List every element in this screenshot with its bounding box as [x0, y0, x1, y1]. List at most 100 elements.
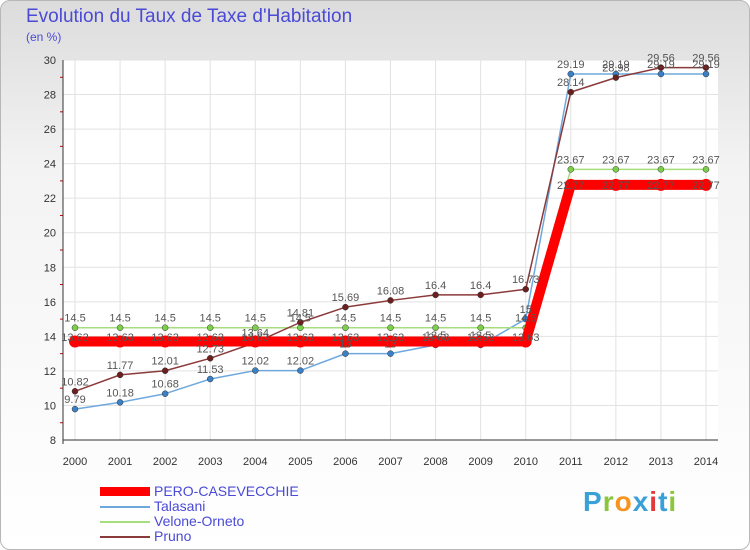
legend-item: Velone-Orneto [100, 514, 299, 529]
data-point [206, 324, 214, 331]
data-label: 10.82 [61, 376, 89, 388]
data-point [159, 335, 172, 348]
logo-letter: P [583, 486, 603, 517]
y-tick-label: 12 [44, 366, 56, 378]
data-label: 29.56 [692, 53, 720, 65]
data-point [564, 178, 577, 191]
data-point [702, 166, 710, 173]
data-label: 16.4 [470, 280, 491, 292]
data-point [206, 375, 214, 383]
data-label: 16.08 [377, 285, 405, 297]
data-point [116, 371, 124, 379]
data-point [161, 367, 169, 374]
data-label: 23.67 [692, 154, 720, 166]
data-label: 13.63 [196, 332, 224, 344]
chart-subtitle: (en %) [26, 30, 62, 44]
data-label: 12.02 [242, 356, 270, 368]
legend-swatch [100, 505, 150, 508]
data-point [387, 297, 394, 304]
data-label: 13.63 [242, 332, 270, 344]
data-point [297, 319, 304, 326]
data-point [204, 335, 217, 348]
data-label: 14.5 [200, 313, 221, 325]
data-point [567, 88, 575, 96]
data-label: 23.67 [557, 154, 585, 166]
logo-letter: i [668, 486, 678, 517]
x-tick-label: 2014 [694, 456, 718, 468]
data-point [342, 350, 349, 357]
data-point [161, 324, 169, 331]
data-label: 29.56 [647, 53, 675, 65]
y-tick-label: 8 [50, 435, 56, 447]
data-point [387, 324, 394, 331]
y-tick-label: 18 [44, 262, 56, 274]
x-tick-label: 2011 [559, 456, 583, 468]
legend-item: PERO-CASEVECCHIE [100, 484, 299, 499]
data-label: 13.63 [332, 332, 360, 344]
data-point [71, 324, 79, 331]
data-label: 14.5 [470, 313, 491, 325]
data-point [114, 335, 127, 348]
data-label: 29.19 [557, 59, 585, 71]
data-label: 13.5 [470, 330, 491, 342]
x-tick-label: 2012 [604, 456, 628, 468]
data-label: 23.67 [602, 154, 630, 166]
data-label: 22.77 [557, 180, 585, 192]
legend-item: Talasani [100, 499, 299, 514]
y-tick-label: 22 [44, 193, 56, 205]
data-point [432, 291, 439, 299]
data-label: 28.14 [557, 77, 585, 89]
x-tick-label: 2008 [423, 456, 447, 468]
y-tick-label: 30 [44, 55, 56, 67]
data-point [702, 70, 710, 78]
data-label: 13.63 [377, 332, 405, 344]
data-point [116, 324, 124, 331]
data-point [297, 324, 304, 331]
logo-letter: x [632, 486, 650, 517]
logo-letter: o [614, 486, 633, 517]
data-label: 29.19 [602, 59, 630, 71]
data-point [702, 64, 710, 71]
data-point [116, 399, 124, 406]
data-point [567, 166, 575, 173]
data-point [432, 324, 439, 331]
y-tick-label: 20 [44, 228, 56, 240]
data-label: 15.69 [332, 292, 360, 304]
legend-label: Velone-Orneto [154, 513, 245, 529]
data-label: 22.77 [647, 180, 675, 192]
data-point [71, 388, 79, 395]
data-point [297, 367, 304, 374]
data-point [384, 335, 397, 348]
y-tick-label: 24 [44, 159, 56, 171]
data-label: 10.68 [151, 379, 179, 391]
legend-label: PERO-CASEVECCHIE [154, 483, 299, 499]
y-tick-label: 26 [44, 124, 56, 136]
data-point [522, 285, 529, 293]
y-tick-label: 14 [44, 331, 56, 343]
legend-swatch [100, 535, 150, 538]
data-point [519, 335, 532, 348]
data-point [657, 70, 665, 78]
x-tick-label: 2002 [153, 456, 177, 468]
data-point [71, 405, 79, 413]
data-point [700, 178, 712, 191]
data-label: 12.02 [287, 356, 315, 368]
y-tick-label: 10 [44, 400, 56, 412]
data-label: 14.5 [154, 313, 175, 325]
data-point [657, 166, 665, 173]
x-tick-label: 2005 [288, 456, 312, 468]
data-point [612, 166, 620, 173]
data-label: 13.63 [422, 332, 450, 344]
data-point [657, 64, 665, 71]
data-point [294, 335, 307, 348]
chart-legend: PERO-CASEVECCHIE Talasani Velone-Orneto Pru… [100, 484, 299, 544]
data-point [249, 335, 262, 348]
legend-swatch [100, 520, 150, 523]
data-label: 28.98 [602, 63, 630, 75]
data-point [654, 178, 667, 191]
proxiti-logo: Proxiti [583, 486, 677, 518]
data-label: 13.63 [106, 332, 134, 344]
x-tick-label: 2000 [63, 456, 87, 468]
data-label: 16.4 [425, 280, 446, 292]
data-point [477, 324, 484, 331]
